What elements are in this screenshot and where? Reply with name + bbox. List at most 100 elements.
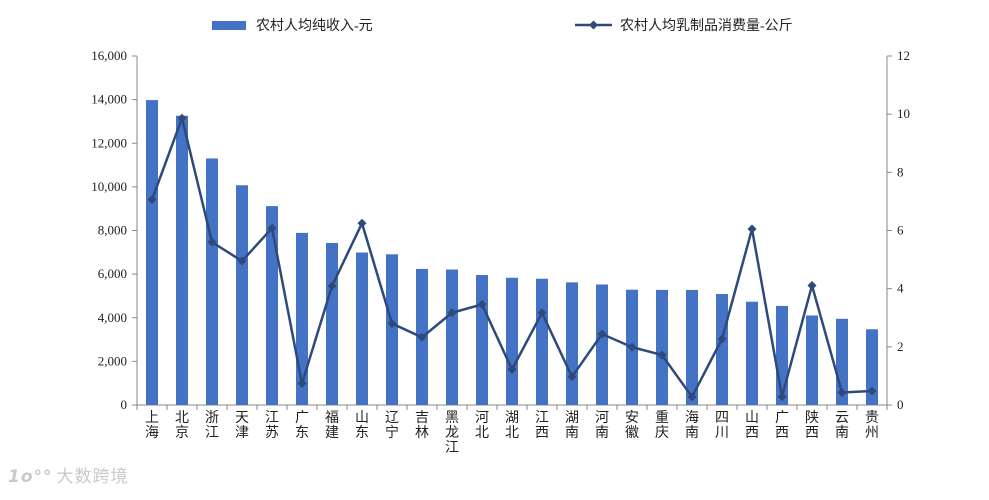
bar	[386, 254, 398, 405]
line-point	[267, 223, 277, 233]
x-tick-label: 北	[175, 410, 189, 426]
x-tick-label: 安	[625, 410, 639, 426]
x-tick-label: 龙	[445, 425, 459, 441]
line-point	[297, 378, 307, 388]
x-tick-label: 建	[325, 425, 339, 441]
x-tick-label: 福	[325, 410, 339, 426]
x-tick-label: 上	[145, 410, 159, 426]
x-tick-label: 林	[415, 425, 429, 441]
line-point	[567, 372, 577, 382]
line-point	[777, 392, 787, 402]
bar	[746, 301, 758, 405]
line-point	[177, 113, 187, 123]
line-point	[597, 329, 607, 339]
x-tick-label: 京	[175, 425, 189, 441]
x-tick-label: 州	[865, 426, 879, 441]
watermark-logo: 1o°°	[8, 467, 53, 487]
watermark-text: 大数跨境	[56, 467, 129, 487]
y-right-tick-label: 6	[897, 223, 904, 238]
x-tick-label: 贵	[865, 410, 879, 426]
y-left-tick-label: 8,000	[98, 223, 127, 238]
x-tick-label: 海	[145, 425, 159, 441]
bar	[266, 206, 278, 405]
line-point	[657, 350, 667, 360]
bar	[506, 277, 518, 405]
x-tick-label: 川	[715, 426, 729, 441]
x-tick-label: 江	[445, 440, 459, 456]
line-point	[687, 392, 697, 402]
x-tick-label: 山	[355, 410, 369, 426]
x-tick-label: 庆	[655, 425, 669, 441]
x-tick-label: 徽	[625, 425, 639, 441]
y-left-tick-label: 16,000	[91, 48, 127, 63]
legend-label-line: 农村人均乳制品消费量-公斤	[620, 18, 793, 34]
line-point	[147, 195, 157, 205]
y-right-tick-label: 4	[897, 281, 904, 296]
x-tick-label: 辽	[385, 410, 399, 426]
x-tick-label: 北	[505, 425, 519, 441]
x-tick-label: 云	[835, 411, 849, 426]
y-right-tick-label: 10	[897, 106, 910, 121]
x-tick-label: 河	[475, 410, 489, 426]
x-tick-label: 江	[265, 410, 279, 426]
x-tick-label: 吉	[415, 410, 429, 426]
y-right-tick-label: 2	[897, 339, 904, 354]
y-right-tick-label: 0	[897, 397, 904, 412]
x-tick-label: 南	[565, 425, 579, 441]
bar	[326, 242, 338, 405]
x-tick-label: 西	[535, 426, 549, 441]
bar	[146, 100, 158, 406]
line-point	[357, 218, 367, 228]
bar	[866, 329, 878, 405]
y-left-tick-label: 2,000	[98, 353, 127, 368]
y-right-tick-label: 8	[897, 164, 904, 179]
line-point	[807, 280, 817, 290]
line-point	[387, 319, 397, 329]
line-point	[477, 299, 487, 309]
y-left-tick-label: 6,000	[98, 266, 127, 281]
legend-swatch-marker	[589, 20, 598, 30]
bar	[536, 278, 548, 405]
x-tick-label: 江	[535, 410, 549, 426]
x-tick-label: 湖	[565, 410, 579, 426]
x-tick-label: 海	[685, 410, 699, 426]
y-left-tick-label: 14,000	[91, 92, 127, 107]
x-tick-label: 西	[805, 426, 819, 441]
x-tick-label: 天	[235, 411, 249, 426]
x-tick-label: 重	[655, 410, 669, 426]
x-tick-label: 湖	[505, 410, 519, 426]
x-tick-label: 宁	[385, 424, 399, 441]
x-tick-label: 江	[205, 425, 219, 441]
bar	[716, 294, 728, 405]
bar	[596, 284, 608, 405]
line-point	[417, 332, 427, 342]
x-tick-label: 西	[775, 426, 789, 441]
x-tick-label: 陕	[805, 410, 819, 426]
bar	[686, 289, 698, 405]
legend-label-bar: 农村人均纯收入-元	[256, 18, 373, 34]
x-tick-label: 南	[685, 425, 699, 441]
line-point	[837, 387, 847, 397]
line-point	[507, 365, 517, 375]
x-tick-label: 浙	[205, 410, 219, 426]
bar	[206, 158, 218, 405]
bar	[356, 252, 368, 405]
line-point	[237, 256, 247, 266]
line-point	[627, 342, 637, 352]
line-point	[537, 308, 547, 318]
x-tick-label: 广	[295, 410, 309, 426]
bar	[566, 282, 578, 405]
x-tick-label: 河	[595, 410, 609, 426]
bar	[476, 275, 488, 405]
bar	[656, 289, 668, 405]
x-tick-label: 黑	[445, 411, 459, 426]
x-tick-label: 四	[715, 411, 729, 426]
y-left-tick-label: 12,000	[91, 135, 127, 150]
x-tick-label: 南	[835, 425, 849, 441]
line-point	[207, 237, 217, 247]
legend-swatch-bar	[212, 21, 246, 30]
line-point	[747, 224, 757, 234]
y-right-tick-label: 12	[897, 48, 910, 63]
